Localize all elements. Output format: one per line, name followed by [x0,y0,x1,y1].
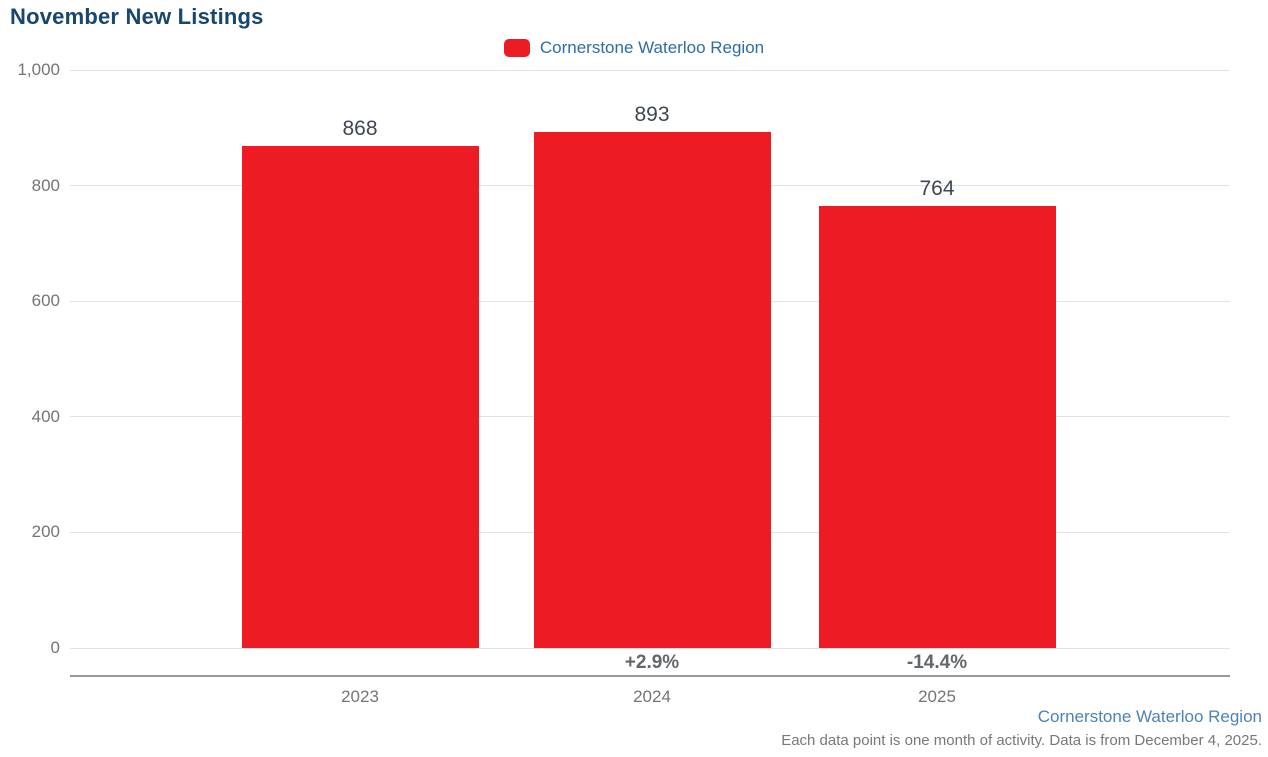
bar-2024[interactable] [533,131,771,648]
y-axis-tick-label: 400 [31,406,60,426]
y-axis-tick-label: 800 [31,175,60,195]
chart-title: November New Listings [10,4,264,29]
pct-change-label-2024: +2.9% [624,652,680,673]
gridline-y-0 [70,647,1230,649]
pct-change-label-2025: -14.4% [906,652,968,673]
x-axis-tick-label-2023: 2023 [341,687,379,706]
footer-note: Each data point is one month of activity… [781,732,1262,749]
bar-value-label-2025: 764 [919,177,955,201]
y-axis-tick-label: 600 [31,291,60,311]
gridline-y-1000 [70,69,1230,71]
footer-attribution-link[interactable]: Cornerstone Waterloo Region [1037,707,1262,726]
bar-2025[interactable] [818,206,1056,648]
legend-swatch-icon [503,39,530,57]
y-axis-tick-label: 1,000 [17,60,60,79]
chart-footer: Cornerstone Waterloo Region Each data po… [781,707,1262,750]
y-axis-tick-label: 0 [50,638,60,657]
y-axis-tick-label: 200 [31,522,60,542]
legend-label: Cornerstone Waterloo Region [539,38,765,57]
x-axis-line [70,675,1230,677]
x-axis-tick-label-2024: 2024 [633,687,671,706]
bar-2023[interactable] [241,146,479,648]
x-axis-tick-label-2025: 2025 [918,687,956,706]
legend-item[interactable]: Cornerstone Waterloo Region [0,38,1268,58]
bar-value-label-2024: 893 [634,102,670,126]
bar-value-label-2023: 868 [342,117,378,141]
